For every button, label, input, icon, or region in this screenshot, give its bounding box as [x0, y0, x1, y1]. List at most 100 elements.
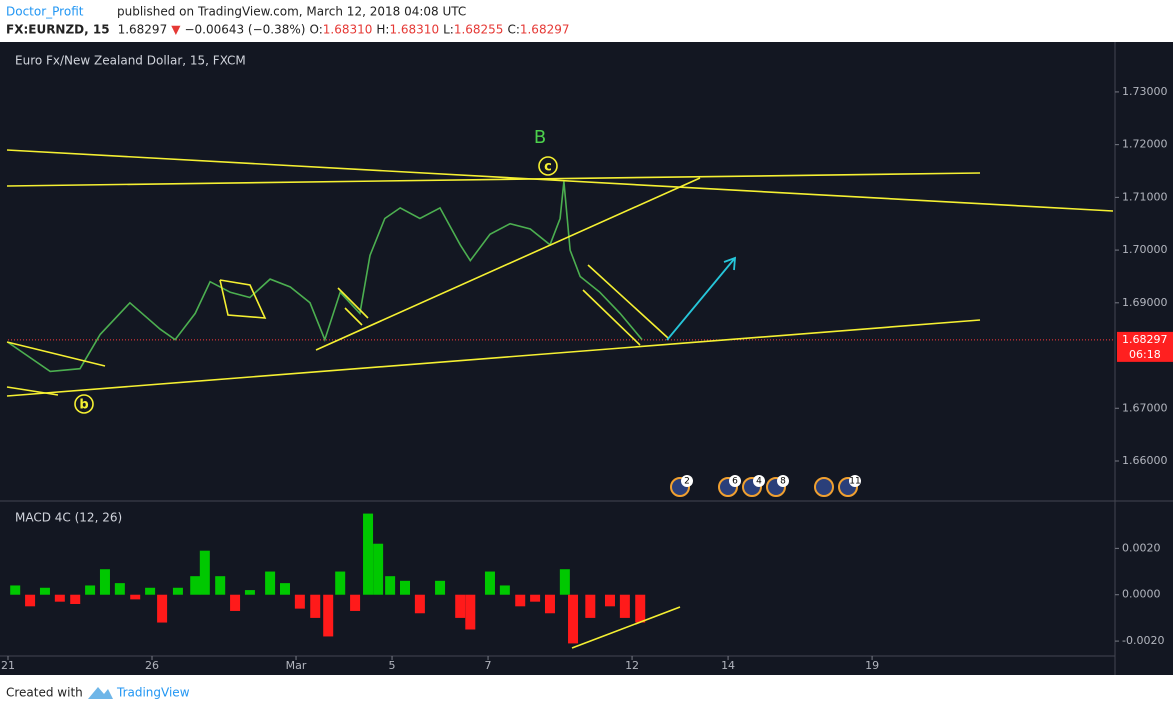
histogram-bar — [635, 594, 646, 623]
symbol: FX:EURNZD, 15 — [6, 23, 110, 37]
arrow-head — [723, 256, 737, 271]
histogram-bar — [400, 580, 411, 595]
arrow — [666, 256, 737, 341]
histogram-bar — [323, 594, 334, 637]
event-count-bg — [849, 475, 861, 487]
y-tick-label: -0.0020 — [1122, 634, 1164, 647]
histogram-bar — [199, 550, 210, 595]
y-tick-label: 0.0000 — [1122, 588, 1161, 601]
x-tick-label: 14 — [721, 659, 735, 672]
histogram-bar — [215, 576, 226, 595]
histogram-bar — [619, 594, 630, 618]
ohlc-value: 1.68255 — [454, 23, 504, 37]
event-count-bg — [753, 475, 765, 487]
y-tick-label: 1.72000 — [1122, 138, 1168, 151]
logo — [88, 687, 113, 699]
ohlc-key: O: — [309, 23, 322, 37]
histogram-bar — [114, 583, 125, 595]
histogram-bar — [244, 590, 255, 595]
trend-line — [6, 319, 981, 397]
author[interactable]: Doctor_Profit — [6, 5, 84, 19]
histogram-bar — [604, 594, 615, 607]
trend-line — [6, 149, 1114, 212]
chart-background — [0, 42, 1173, 675]
histogram-bar — [373, 543, 384, 595]
histogram-bar — [279, 583, 290, 595]
histogram-bar — [585, 594, 596, 618]
histogram-bar — [265, 571, 276, 595]
published: published on TradingView.com, March 12, … — [117, 5, 466, 19]
trend-line — [6, 341, 106, 367]
histogram-bar — [499, 585, 510, 595]
x-tick-label: 12 — [625, 659, 639, 672]
histogram-bar — [363, 513, 374, 595]
histogram-bar — [145, 587, 156, 595]
y-tick-label: 1.73000 — [1122, 85, 1168, 98]
direction: ▼ — [171, 23, 181, 37]
ohlc-key: H: — [376, 23, 389, 37]
histogram-bar — [515, 594, 526, 607]
footer-background — [0, 675, 1173, 711]
histogram-bar — [25, 594, 36, 607]
event-count-bg — [729, 475, 741, 487]
change: −0.00643 (−0.38%) — [184, 23, 305, 37]
histogram-bar — [350, 594, 361, 611]
histogram-bar — [39, 587, 50, 595]
indicator-title: MACD 4C (12, 26) — [15, 511, 122, 525]
y-tick-label: 1.70000 — [1122, 243, 1168, 256]
histogram-bar — [310, 594, 321, 618]
ohlc-value: 1.68297 — [520, 23, 570, 37]
x-tick-label: 19 — [865, 659, 879, 672]
y-tick-label: 1.69000 — [1122, 296, 1168, 309]
y-tick-label: 1.71000 — [1122, 190, 1168, 203]
chart-title: Euro Fx/New Zealand Dollar, 15, FXCM — [15, 54, 246, 68]
trend-line — [315, 177, 701, 351]
x-tick-label: 7 — [485, 659, 492, 672]
wave-label: c — [544, 160, 552, 175]
event-count-bg — [777, 475, 789, 487]
histogram-bar — [70, 594, 81, 604]
trend-line — [582, 289, 641, 346]
histogram-bar — [559, 569, 570, 595]
histogram-bar — [484, 571, 495, 595]
footer-brand[interactable]: TradingView — [116, 686, 190, 700]
ohlc-key: L: — [443, 23, 454, 37]
wave-circle — [74, 394, 94, 414]
trend-line — [344, 307, 363, 326]
event-count-bg — [681, 475, 693, 487]
x-tick-label: 21 — [1, 659, 15, 672]
trend-line — [6, 172, 981, 187]
histogram-bar — [435, 580, 446, 595]
trend-line — [6, 386, 59, 396]
histogram-bar — [335, 571, 346, 595]
histogram-bar — [130, 594, 141, 600]
histogram-bar — [465, 594, 476, 630]
last-price-label: 1.68297 — [1122, 333, 1168, 346]
event-icon — [814, 477, 834, 497]
trend-line — [571, 606, 681, 649]
histogram-bar — [385, 576, 396, 595]
plot-layer: 1.66000 1.67000 1.69000 1.70000 1.71000 1.720… — [1, 85, 1173, 672]
countdown: 06:18 — [1129, 348, 1161, 361]
histogram-bar — [99, 569, 110, 595]
price: 1.68297 — [118, 23, 168, 37]
y-tick-label: 1.66000 — [1122, 454, 1168, 467]
x-tick-label: 5 — [389, 659, 396, 672]
histogram-bar — [544, 594, 555, 614]
trend-line — [587, 264, 669, 339]
wave-label: B — [534, 127, 546, 148]
event-count: 8 — [780, 477, 786, 487]
price-line — [7, 181, 643, 373]
y-tick-label: 1.67000 — [1122, 401, 1168, 414]
histogram-bar — [230, 594, 241, 611]
y-tick-label: 0.0020 — [1122, 541, 1161, 554]
histogram-bar — [414, 594, 425, 614]
event-count: 4 — [756, 477, 762, 487]
event-count: 11 — [849, 477, 860, 487]
histogram-bar — [294, 594, 305, 609]
histogram-bar — [455, 594, 466, 618]
wave-label: b — [79, 398, 88, 413]
histogram-bar — [530, 594, 541, 602]
ohlc-value: 1.68310 — [389, 23, 439, 37]
